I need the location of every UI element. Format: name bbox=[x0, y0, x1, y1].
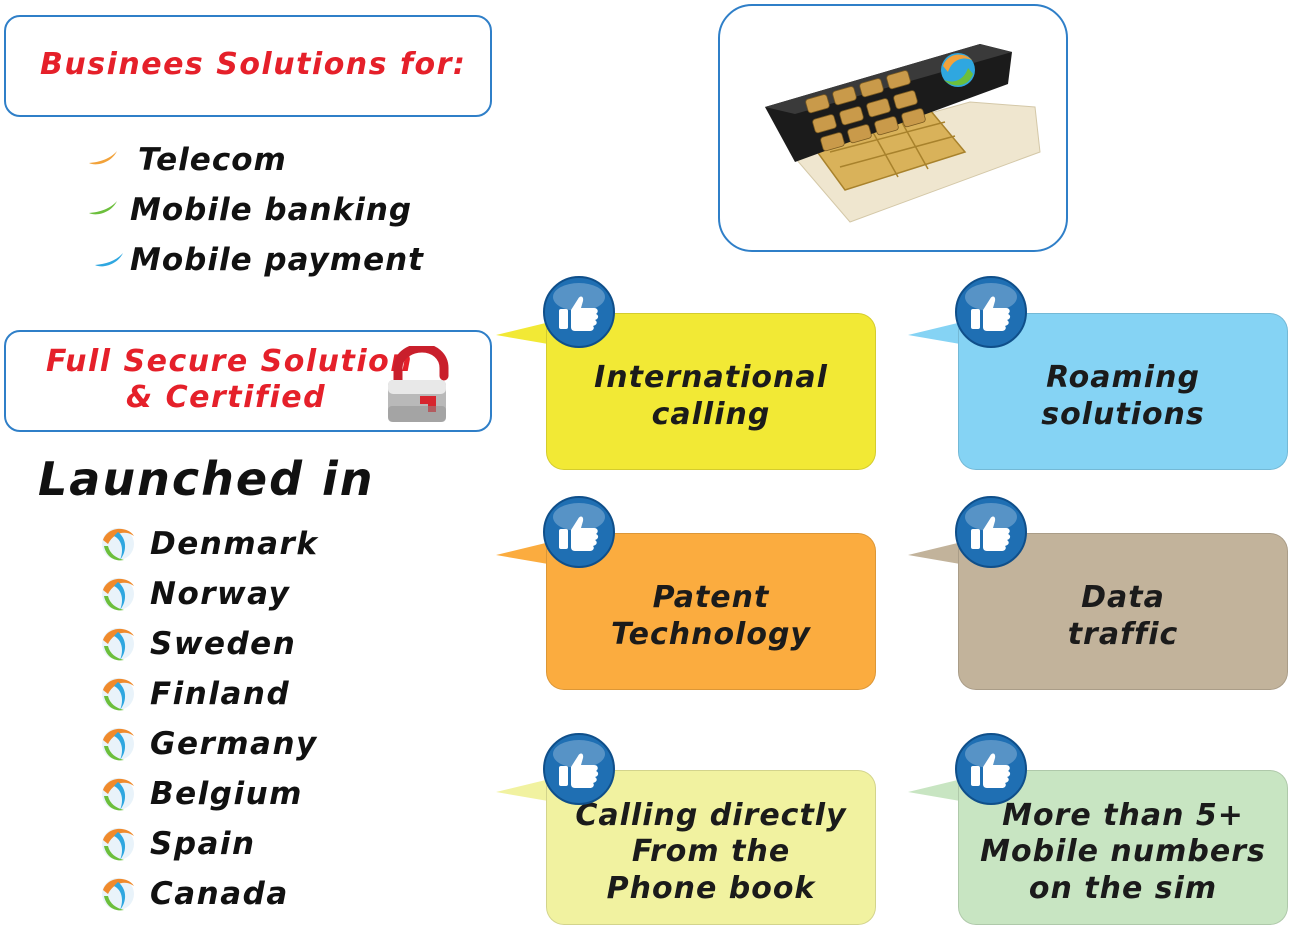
thumbs-up-icon bbox=[955, 733, 1027, 805]
country-label: Belgium bbox=[150, 776, 303, 812]
feature-line: Mobile numbers bbox=[980, 834, 1266, 870]
country-item: Canada bbox=[98, 874, 289, 914]
country-item: Germany bbox=[98, 724, 318, 764]
swoosh-bullet-icon bbox=[95, 253, 123, 267]
country-item: Denmark bbox=[98, 524, 318, 564]
thumbs-up-icon bbox=[955, 276, 1027, 348]
speech-tail-shape bbox=[908, 321, 966, 345]
feature-card: Calling directly From the Phone book bbox=[546, 770, 876, 925]
business-solutions-title: Businees Solutions for: bbox=[40, 47, 467, 82]
thumbs-up-icon bbox=[543, 733, 615, 805]
thumbs-up-icon bbox=[955, 496, 1027, 568]
feature-line: solutions bbox=[1041, 396, 1205, 432]
country-label: Finland bbox=[150, 676, 291, 712]
feature-text: More than 5+ Mobile numbers on the sim bbox=[980, 788, 1266, 908]
feature-line: Patent bbox=[652, 579, 770, 615]
thumbs-up-icon bbox=[543, 496, 615, 568]
feature-line: Data bbox=[1081, 579, 1165, 615]
feature-line: From the bbox=[631, 834, 791, 870]
feature-text: International calling bbox=[594, 350, 828, 433]
business-solutions-box: Businees Solutions for: bbox=[4, 15, 492, 117]
thumbs-up-icon bbox=[543, 276, 615, 348]
sim-card-icon bbox=[765, 44, 1041, 223]
country-label: Canada bbox=[150, 876, 289, 912]
country-label: Spain bbox=[150, 826, 256, 862]
secure-solution-box: Full Secure Solution & Certified bbox=[4, 330, 492, 432]
feature-text: Data traffic bbox=[1068, 570, 1179, 653]
country-label: Sweden bbox=[150, 626, 297, 662]
business-item-mobile-payment: Mobile payment bbox=[130, 242, 424, 278]
globe-logo-icon bbox=[102, 878, 134, 911]
feature-line: More than 5+ bbox=[1002, 797, 1244, 833]
feature-line: Technology bbox=[611, 616, 811, 652]
speech-tail-shape bbox=[496, 541, 554, 565]
launched-title: Launched in bbox=[38, 452, 375, 506]
country-item: Belgium bbox=[98, 774, 303, 814]
business-item-mobile-banking: Mobile banking bbox=[130, 192, 413, 228]
feature-text: Calling directly From the Phone book bbox=[575, 788, 846, 908]
feature-text: Patent Technology bbox=[611, 570, 811, 653]
globe-logo-icon bbox=[102, 828, 134, 861]
speech-tail-shape bbox=[496, 778, 554, 802]
country-item: Norway bbox=[98, 574, 290, 614]
feature-text: Roaming solutions bbox=[1041, 350, 1205, 433]
globe-logo-icon bbox=[102, 728, 134, 761]
feature-card: More than 5+ Mobile numbers on the sim bbox=[958, 770, 1288, 925]
country-item: Spain bbox=[98, 824, 256, 864]
globe-logo-icon bbox=[102, 778, 134, 811]
feature-line: International bbox=[594, 359, 828, 395]
padlock-icon bbox=[388, 346, 449, 422]
feature-line: on the sim bbox=[1028, 870, 1218, 906]
globe-logo-icon bbox=[102, 628, 134, 661]
speech-tail-shape bbox=[496, 321, 554, 345]
globe-logo-icon bbox=[102, 578, 134, 611]
feature-line: calling bbox=[651, 396, 771, 432]
business-item-telecom: Telecom bbox=[138, 142, 287, 178]
secure-line1: Full Secure Solution bbox=[46, 344, 414, 379]
country-item: Sweden bbox=[98, 624, 296, 664]
feature-line: Calling directly bbox=[575, 797, 847, 833]
speech-tail-shape bbox=[908, 541, 966, 565]
globe-logo-icon bbox=[102, 528, 134, 561]
country-label: Germany bbox=[150, 726, 318, 762]
feature-line: Roaming bbox=[1046, 359, 1200, 395]
swoosh-bullet-icon bbox=[89, 201, 117, 215]
country-label: Norway bbox=[150, 576, 291, 612]
country-item: Finland bbox=[98, 674, 290, 714]
country-label: Denmark bbox=[150, 526, 319, 562]
speech-tail-shape bbox=[908, 778, 966, 802]
globe-logo-icon bbox=[102, 678, 134, 711]
feature-line: traffic bbox=[1067, 616, 1179, 652]
sim-card-box bbox=[718, 4, 1068, 252]
feature-line: Phone book bbox=[606, 870, 816, 906]
swoosh-bullet-icon bbox=[89, 151, 117, 165]
secure-line2: & Certified bbox=[126, 380, 327, 415]
